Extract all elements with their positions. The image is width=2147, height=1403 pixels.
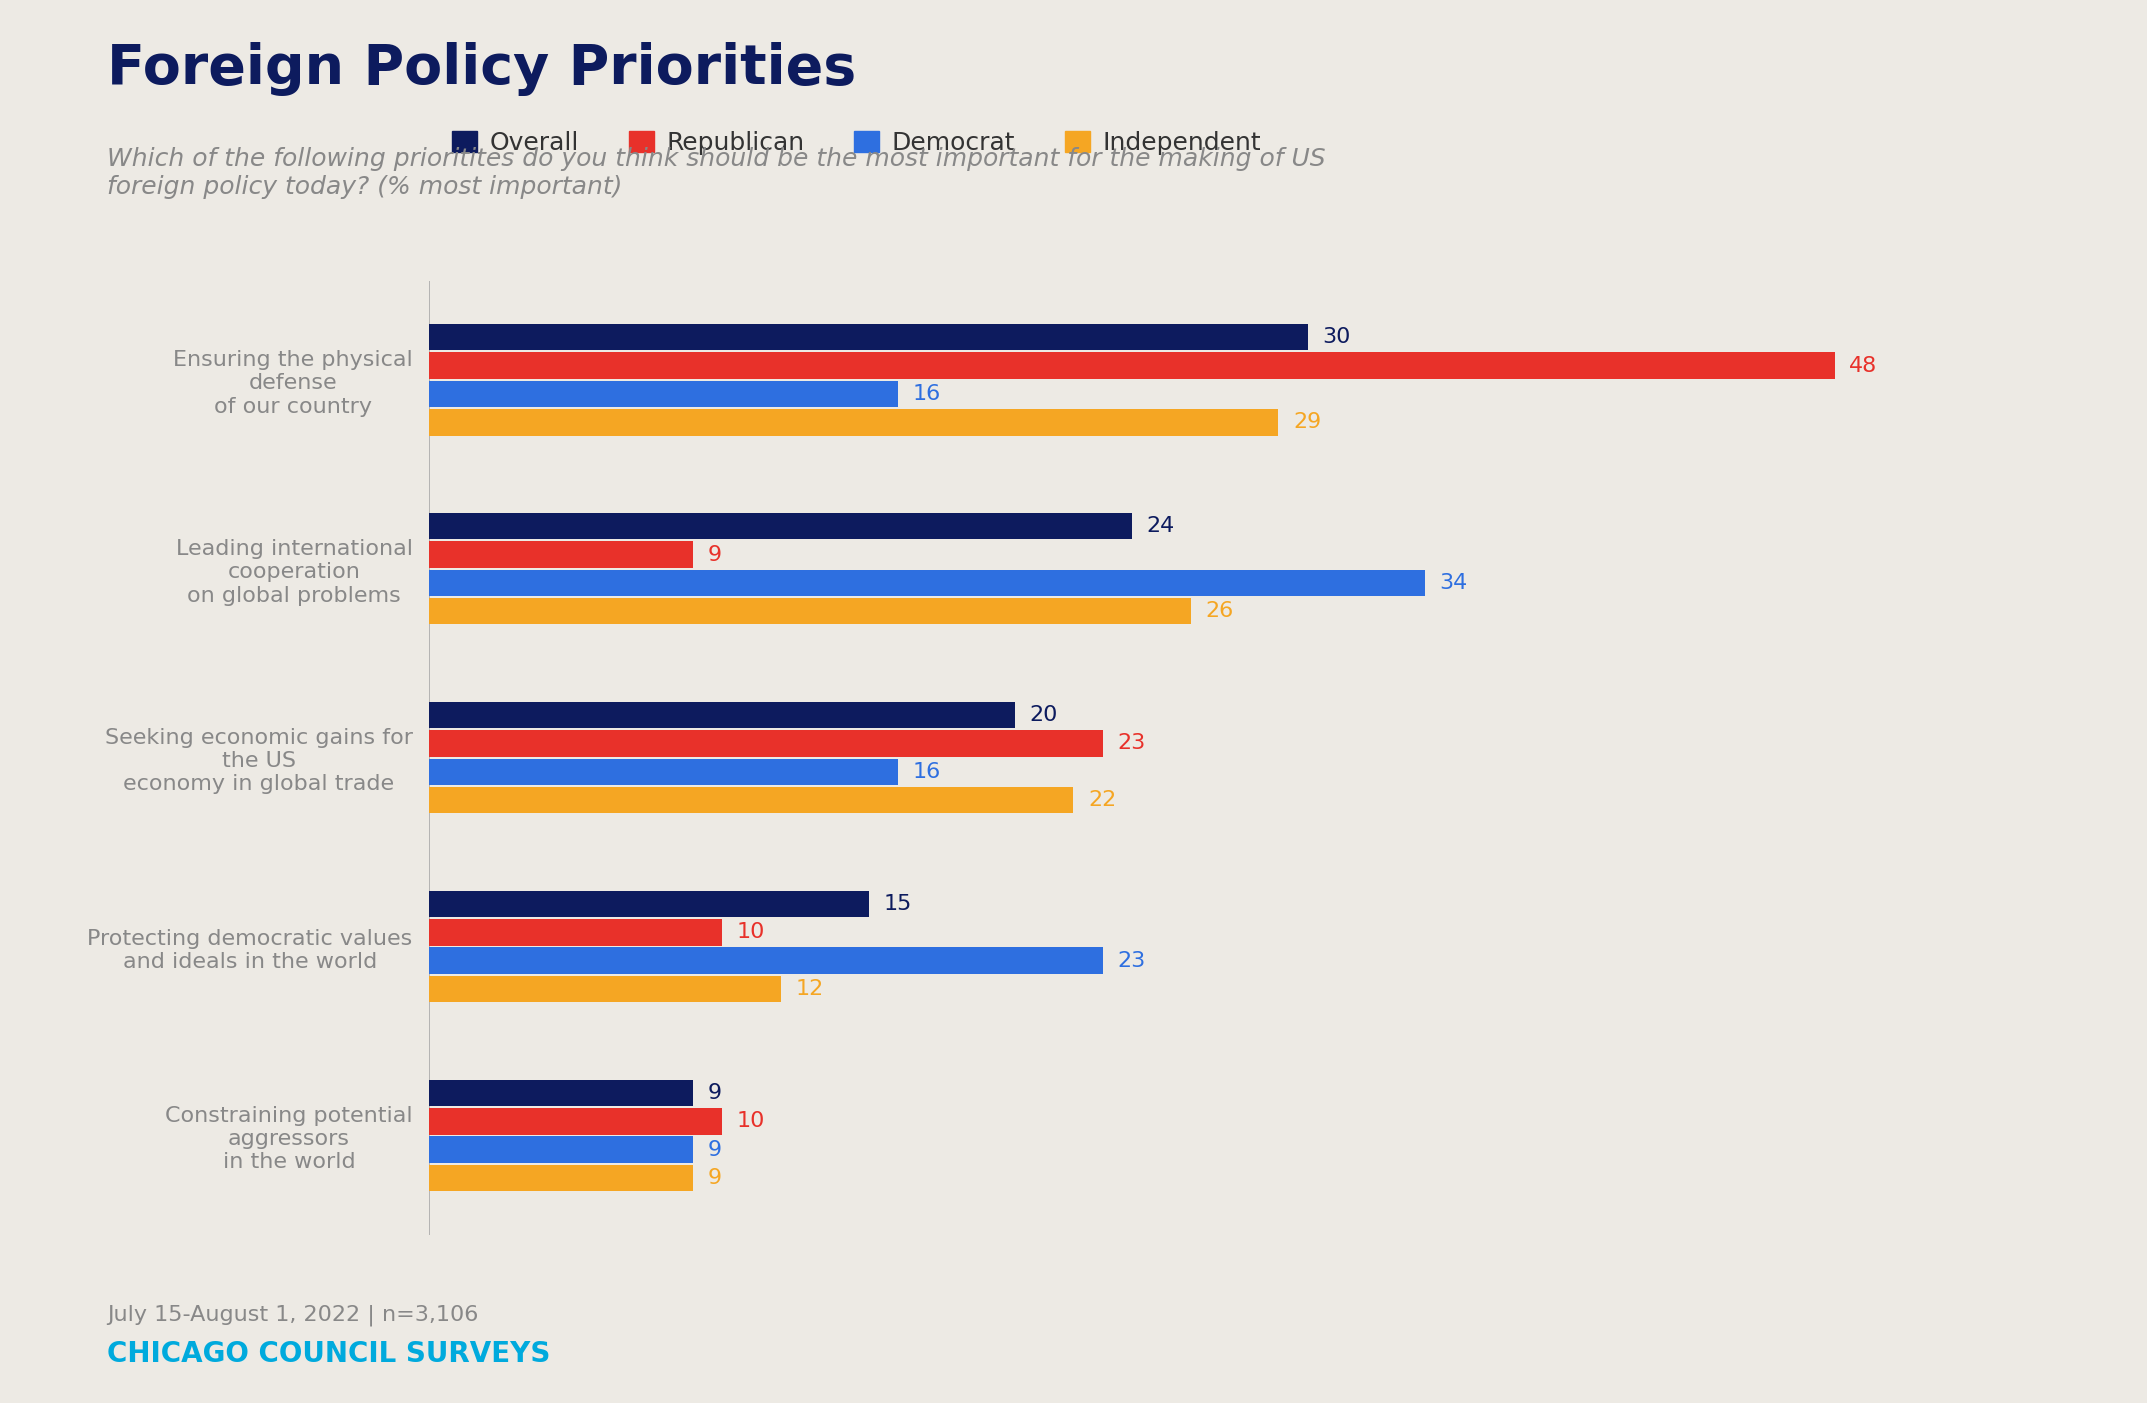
Text: 20: 20: [1031, 706, 1058, 725]
Text: 22: 22: [1089, 790, 1116, 810]
Text: 23: 23: [1116, 951, 1146, 971]
Bar: [429, 1108, 721, 1135]
Bar: [429, 891, 870, 918]
Text: 12: 12: [794, 979, 824, 999]
Text: 16: 16: [912, 762, 940, 781]
Text: 16: 16: [912, 384, 940, 404]
Bar: [429, 570, 1426, 596]
Text: 24: 24: [1146, 516, 1174, 536]
Text: 10: 10: [736, 1111, 764, 1131]
Bar: [429, 542, 693, 568]
Bar: [429, 324, 1308, 351]
Bar: [429, 976, 782, 1002]
Text: 10: 10: [736, 922, 764, 943]
Bar: [429, 787, 1074, 814]
Bar: [429, 702, 1016, 728]
Text: 9: 9: [709, 1083, 721, 1103]
Text: 9: 9: [709, 1139, 721, 1160]
Bar: [429, 730, 1104, 756]
Text: 9: 9: [709, 544, 721, 564]
Bar: [429, 1136, 693, 1163]
Text: Which of the following prioritites do you think should be the most important for: Which of the following prioritites do yo…: [107, 147, 1327, 199]
Text: 30: 30: [1323, 327, 1350, 348]
Text: 34: 34: [1438, 572, 1469, 593]
Text: 9: 9: [709, 1167, 721, 1188]
Bar: [429, 1164, 693, 1191]
Text: 48: 48: [1849, 355, 1879, 376]
Text: CHICAGO COUNCIL SURVEYS: CHICAGO COUNCIL SURVEYS: [107, 1340, 552, 1368]
Text: Foreign Policy Priorities: Foreign Policy Priorities: [107, 42, 857, 95]
Text: 23: 23: [1116, 734, 1146, 753]
Bar: [429, 380, 897, 407]
Legend: Overall, Republican, Democrat, Independent: Overall, Republican, Democrat, Independe…: [442, 122, 1271, 166]
Text: 26: 26: [1204, 602, 1235, 622]
Bar: [429, 1080, 693, 1106]
Bar: [429, 759, 897, 786]
Text: 15: 15: [882, 894, 912, 913]
Bar: [429, 513, 1131, 539]
Bar: [429, 947, 1104, 974]
Bar: [429, 598, 1192, 624]
Text: 29: 29: [1292, 412, 1320, 432]
Bar: [429, 352, 1836, 379]
Bar: [429, 919, 721, 946]
Text: July 15-August 1, 2022 | n=3,106: July 15-August 1, 2022 | n=3,106: [107, 1305, 479, 1326]
Bar: [429, 410, 1277, 435]
